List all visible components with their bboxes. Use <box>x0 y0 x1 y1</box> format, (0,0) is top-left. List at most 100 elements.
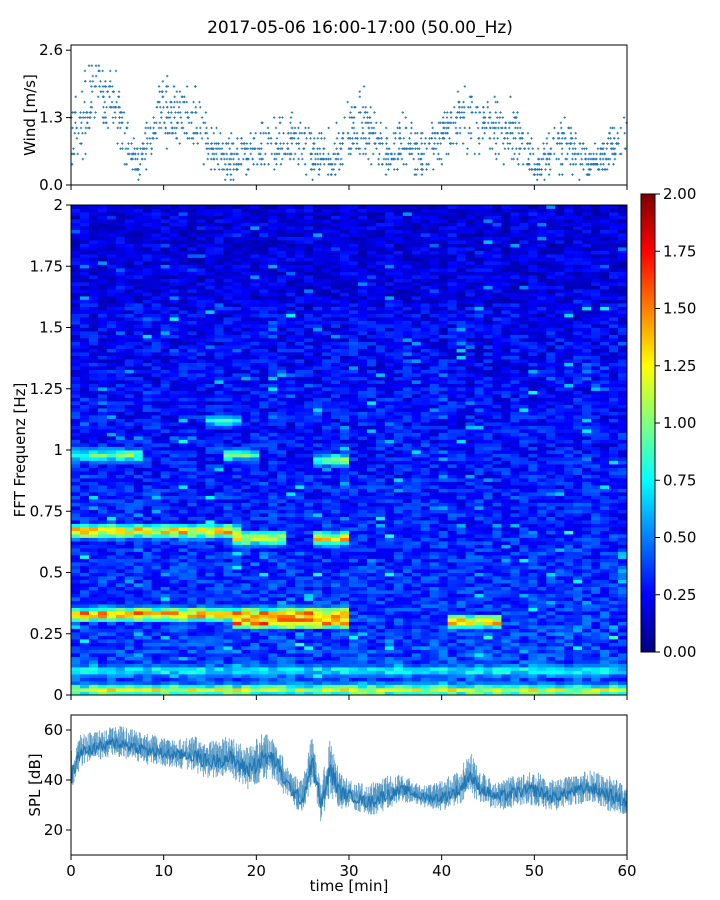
spectrogram-cell <box>142 261 153 265</box>
spectrogram-cell <box>142 642 153 647</box>
spectrogram-cell <box>205 341 215 346</box>
spectrogram-cell <box>268 397 278 402</box>
spectrogram-cell <box>106 642 117 647</box>
spectrogram-cell <box>223 670 233 675</box>
spectrogram-cell <box>214 639 224 643</box>
spectrogram-cell <box>71 488 81 493</box>
wind-point <box>547 163 551 166</box>
spectrogram-cell <box>169 233 180 237</box>
spectrogram-cell <box>97 523 108 528</box>
spectrogram-cell <box>115 215 126 220</box>
spectrogram-cell <box>187 341 197 346</box>
wind-point <box>427 163 430 166</box>
spectrogram-cell <box>142 299 153 304</box>
spectrogram-cell <box>160 583 171 587</box>
spectrogram-cell <box>71 229 81 234</box>
spectrogram-cell <box>88 299 99 304</box>
spectrogram-cell <box>79 488 90 493</box>
spectrogram-cell <box>205 635 215 640</box>
spectrogram-cell <box>97 348 108 353</box>
spectrogram-cell <box>205 625 215 629</box>
spectrogram-cell <box>232 632 242 636</box>
spectrogram-cell <box>169 688 180 692</box>
spectrogram-cell <box>151 530 162 535</box>
spectrogram-cell <box>71 275 81 279</box>
spectrogram-cell <box>214 625 224 629</box>
spectrogram-cell <box>232 299 242 304</box>
spectrogram-cell <box>196 670 206 675</box>
spectrogram-cell <box>259 450 269 454</box>
spectrogram-cell <box>241 583 251 587</box>
spectrogram-cell <box>124 520 135 524</box>
spectrogram-cell <box>187 289 197 293</box>
spectrogram-cell <box>268 317 278 321</box>
wind-point <box>145 168 148 171</box>
spectrogram-cell <box>196 299 206 304</box>
spectrogram-cell <box>160 359 171 363</box>
spectrogram-cell <box>286 509 296 514</box>
spectrogram-cell <box>133 688 144 692</box>
spectrogram-cell <box>187 537 197 542</box>
wind-point <box>122 111 126 114</box>
spectrogram-cell <box>97 261 108 265</box>
spectrogram-cell <box>151 345 162 349</box>
spectrogram-cell <box>133 653 144 657</box>
spectrogram-cell <box>178 667 188 671</box>
wind-point <box>547 131 551 135</box>
spectrogram-cell <box>214 334 224 339</box>
wind-point <box>335 147 338 150</box>
spectrogram-cell <box>79 520 90 524</box>
spectrogram-cell <box>205 446 215 451</box>
spectrogram-cell <box>160 446 171 451</box>
spectrogram-cell <box>97 415 108 419</box>
spectrogram-cell <box>160 684 171 689</box>
spectrogram-cell <box>259 670 269 675</box>
spectrogram-cell <box>106 390 117 395</box>
spectrogram-cell <box>178 369 188 374</box>
spectrogram-cell <box>196 642 206 647</box>
wind-point <box>290 111 294 114</box>
spectrogram-cell <box>124 457 135 461</box>
spectrogram-cell <box>259 310 269 314</box>
spectrogram-cell <box>196 621 206 626</box>
spectrogram-cell <box>71 446 81 451</box>
spectrogram-cell <box>71 310 81 314</box>
spectrogram-cell <box>241 436 251 440</box>
spectrogram-cell <box>169 341 180 346</box>
wind-point <box>108 85 112 88</box>
spectrogram-cell <box>178 520 188 524</box>
spectrogram-cell <box>241 205 251 209</box>
spectrogram-cell <box>241 261 251 265</box>
spectrogram-cell <box>160 229 171 234</box>
wind-point <box>498 116 502 119</box>
spectrogram-cell <box>286 607 296 612</box>
spectrogram-cell <box>250 418 260 423</box>
wind-point <box>496 137 499 140</box>
spectrogram-cell <box>133 541 144 545</box>
spectrogram-cell <box>259 495 269 500</box>
spectrogram-cell <box>142 579 153 584</box>
spectrogram-cell <box>196 338 206 342</box>
wind-point <box>603 152 607 156</box>
spectrogram-cell <box>250 464 260 468</box>
spectrogram-cell <box>124 618 135 622</box>
spectrogram-cell <box>151 467 162 472</box>
spectrogram-cell <box>79 345 90 349</box>
spectrogram-cell <box>169 534 180 538</box>
spectrogram-cell <box>268 593 278 598</box>
spectrogram-cell <box>250 642 260 647</box>
wind-point <box>161 80 165 83</box>
spectrogram-cell <box>295 513 305 517</box>
spectrogram-cell <box>97 548 108 552</box>
spectrogram-cell <box>223 649 233 654</box>
spectrogram-cell <box>97 324 108 328</box>
wind-point <box>138 173 141 176</box>
wind-point <box>207 152 210 156</box>
spectrogram-cell <box>142 586 153 591</box>
wind-point <box>346 131 350 135</box>
spectrogram-cell <box>286 338 296 342</box>
spectrogram-cell <box>205 299 215 304</box>
wind-point <box>532 152 535 156</box>
wind-point <box>384 126 388 130</box>
spectrogram-cell <box>115 586 126 591</box>
